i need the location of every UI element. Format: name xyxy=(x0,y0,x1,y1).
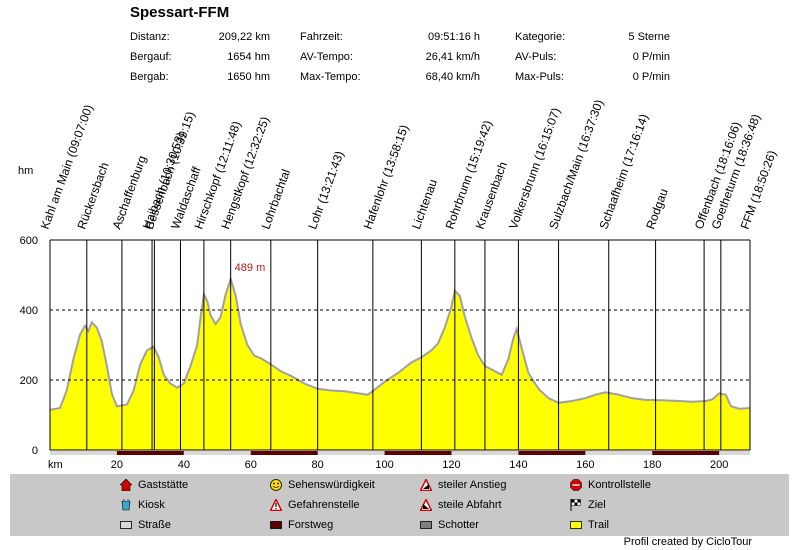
credit-text: Profil created by CicloTour xyxy=(623,536,752,548)
steep-climb-icon xyxy=(419,477,433,492)
gravel-icon xyxy=(420,519,432,531)
legend-label: Kiosk xyxy=(138,499,165,511)
x-tick-label: 40 xyxy=(178,459,190,471)
road-icon xyxy=(120,519,132,531)
legend-label: Schotter xyxy=(438,519,479,531)
trail-icon xyxy=(570,519,582,531)
waypoint-label: Rodgau xyxy=(643,187,671,231)
legend-item-kontrollstelle: Kontrollstelle xyxy=(570,479,651,491)
smiley-icon xyxy=(270,479,282,491)
legend-item-ziel: Ziel xyxy=(570,499,606,511)
stat-label-max-tempo: Max-Tempo: xyxy=(300,71,361,83)
stat-value-distanz: 209,22 km xyxy=(218,31,270,43)
legend-item-trail: Trail xyxy=(570,519,609,531)
waypoint-label: Hafenlohr (13:58:15) xyxy=(361,123,412,231)
legend-item-schotter: Schotter xyxy=(420,519,479,531)
stat-value-bergab: 1650 hm xyxy=(227,71,270,83)
x-tick-label: 80 xyxy=(312,459,324,471)
legend-item-gaststaette: Gaststätte xyxy=(119,478,189,492)
y-axis-label: hm xyxy=(18,165,33,177)
x-axis-label: km xyxy=(48,459,63,471)
checkered-flag-icon xyxy=(570,499,582,511)
stat-label-bergauf: Bergauf: xyxy=(130,51,172,63)
waypoint-label: Lichtenau xyxy=(409,177,440,231)
y-tick-label: 0 xyxy=(32,445,38,457)
legend-item-strasse: Straße xyxy=(120,519,171,531)
legend-label: Ziel xyxy=(588,499,606,511)
elevation-area xyxy=(50,278,750,450)
profile-title: Spessart-FFM xyxy=(130,4,230,21)
legend-item-forstweg: Forstweg xyxy=(270,519,333,531)
legend-label: Sehenswürdigkeit xyxy=(288,479,375,491)
stat-value-av-puls: 0 P/min xyxy=(632,51,670,63)
stat-label-distanz: Distanz: xyxy=(130,31,170,43)
x-tick-label: 60 xyxy=(245,459,257,471)
waypoint-label: Krausenbach xyxy=(473,160,510,231)
kiosk-cup-icon xyxy=(120,498,132,511)
waypoint-label: Lohr (13:21:43) xyxy=(305,149,346,231)
legend: Gaststätte Kiosk Straße Sehenswürdigkeit… xyxy=(10,474,789,536)
x-tick-label: 20 xyxy=(111,459,123,471)
danger-warning-icon xyxy=(269,497,283,512)
stat-label-av-tempo: AV-Tempo: xyxy=(300,51,353,63)
stat-label-fahrzeit: Fahrzeit: xyxy=(300,31,343,43)
max-elevation-label: 489 m xyxy=(235,262,266,274)
legend-label: steile Abfahrt xyxy=(438,499,502,511)
y-tick-label: 600 xyxy=(20,235,38,247)
legend-item-kiosk: Kiosk xyxy=(120,498,165,511)
x-tick-label: 200 xyxy=(710,459,728,471)
legend-item-sehenswuerdigkeit: Sehenswürdigkeit xyxy=(270,479,375,491)
stat-label-max-puls: Max-Puls: xyxy=(515,71,564,83)
forest-road-icon xyxy=(270,519,282,531)
surface-forest-segment xyxy=(652,451,720,455)
elevation-profile-chart: 0 200 400 600 hm km 20 40 60 80 100 120 140 160 180 200… xyxy=(18,98,779,471)
waypoint-label: Lohrbachtal xyxy=(258,167,293,231)
stat-value-av-tempo: 26,41 km/h xyxy=(425,51,480,63)
legend-label: Kontrollstelle xyxy=(588,479,651,491)
stat-label-bergab: Bergab: xyxy=(130,71,169,83)
x-tick-label: 180 xyxy=(643,459,661,471)
surface-forest-segment xyxy=(250,451,318,455)
legend-label: Gefahrenstelle xyxy=(288,499,360,511)
legend-label: Gaststätte xyxy=(138,479,189,491)
waypoint-label: Schaafheim (17:16:14) xyxy=(596,112,651,231)
x-tick-label: 160 xyxy=(576,459,594,471)
legend-label: Straße xyxy=(138,519,172,531)
stat-value-max-tempo: 68,40 km/h xyxy=(425,71,480,83)
steep-descent-icon xyxy=(419,497,433,512)
stat-value-bergauf: 1654 hm xyxy=(227,51,270,63)
y-tick-label: 200 xyxy=(20,375,38,387)
legend-label: Forstweg xyxy=(288,519,334,531)
stat-value-max-puls: 0 P/min xyxy=(632,71,670,83)
legend-item-steile-abfahrt: steile Abfahrt xyxy=(419,497,502,512)
x-tick-label: 140 xyxy=(509,459,527,471)
stat-label-kategorie: Kategorie: xyxy=(515,31,566,43)
stop-sign-icon xyxy=(570,479,582,491)
x-tick-label: 100 xyxy=(375,459,393,471)
stat-label-av-puls: AV-Puls: xyxy=(515,51,557,63)
y-tick-label: 400 xyxy=(20,305,38,317)
stat-value-kategorie: 5 Sterne xyxy=(628,31,670,43)
surface-forest-segment xyxy=(384,451,452,455)
x-tick-label: 120 xyxy=(442,459,460,471)
house-icon xyxy=(119,478,133,492)
elevation-outline xyxy=(49,275,751,411)
legend-item-gefahrenstelle: Gefahrenstelle xyxy=(269,497,360,512)
legend-label: steiler Anstieg xyxy=(438,479,507,491)
stat-value-fahrzeit: 09:51:16 h xyxy=(428,31,480,43)
legend-item-steiler-anstieg: steiler Anstieg xyxy=(419,477,507,492)
legend-label: Trail xyxy=(588,519,609,531)
waypoint-label: Rückersbach xyxy=(74,160,111,231)
surface-forest-segment xyxy=(518,451,586,455)
surface-forest-segment xyxy=(116,451,184,455)
